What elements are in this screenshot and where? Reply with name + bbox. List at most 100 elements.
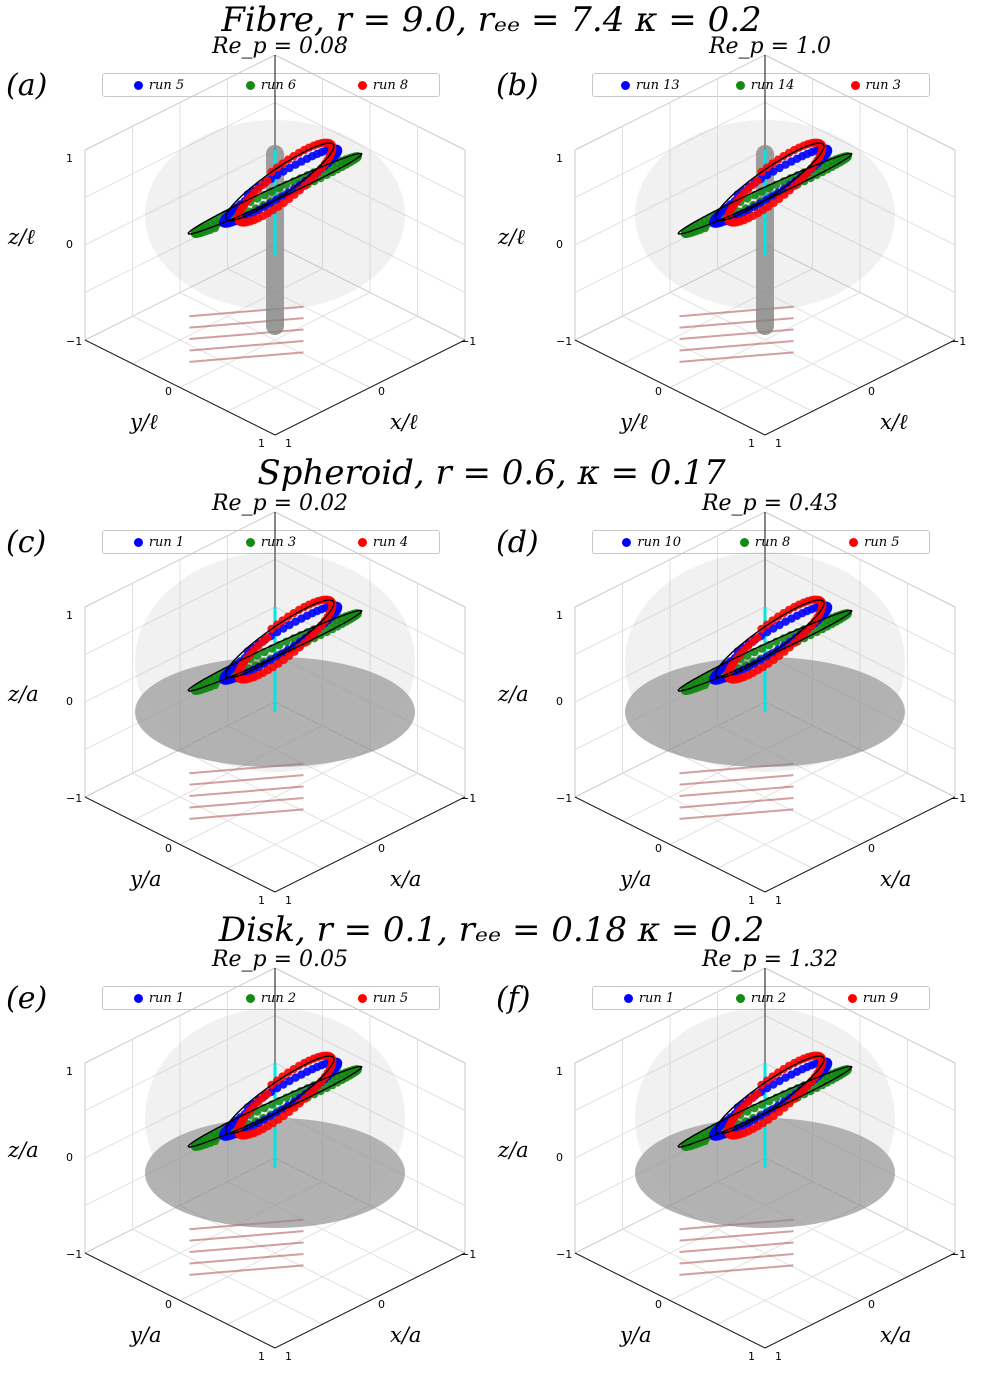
grid-line <box>574 559 766 655</box>
grid-line <box>669 749 861 845</box>
legend-item: run 1 <box>623 991 674 1006</box>
grid-line <box>764 102 956 198</box>
grid-line <box>84 1015 276 1111</box>
legend-marker <box>245 537 255 547</box>
x-axis-label: x/a <box>880 867 912 891</box>
legend-item: run 9 <box>847 991 898 1006</box>
flow-arrow <box>679 305 794 318</box>
legend-item: run 8 <box>739 535 790 550</box>
legend-item: run 1 <box>133 991 184 1006</box>
flow-arrow <box>189 328 304 341</box>
series-1-point <box>769 167 778 176</box>
series-3-point <box>263 176 272 185</box>
legend: run 13 run 14 run 3 <box>592 73 930 97</box>
fixed-orbit <box>677 152 853 235</box>
x-tick-zero: 0 <box>868 842 875 855</box>
legend-label: run 3 <box>260 534 297 550</box>
z-tick-pos: 1 <box>66 1065 73 1078</box>
grid-line <box>717 772 908 869</box>
x-tick-pos: 1 <box>775 437 782 450</box>
z-tick-neg: −1 <box>556 792 573 805</box>
panel-b: (b) Re_p = 1.0 run 13 run 14 run 3 z/ℓ y/ℓ x/ℓ 1… <box>490 34 970 480</box>
panel-label: (d) <box>496 525 539 560</box>
z-tick-zero: 0 <box>556 238 563 251</box>
plot-area <box>84 54 466 436</box>
grid-line <box>574 1015 766 1111</box>
series-1-point <box>279 1080 288 1089</box>
flow-arrow <box>189 305 304 318</box>
grid-line <box>84 559 276 655</box>
axis-line <box>274 796 466 893</box>
trajectories <box>677 138 853 239</box>
legend-marker <box>739 537 749 547</box>
legend-label: run 5 <box>864 534 900 550</box>
z-tick-neg: −1 <box>66 335 83 348</box>
grid-line <box>132 772 323 869</box>
y-tick-zero: 0 <box>165 842 172 855</box>
plot-area <box>574 511 956 893</box>
panel-d: (d) Re_p = 0.43 run 10 run 8 run 5 z/a y/a x/a 1… <box>490 491 970 937</box>
grid-line <box>274 606 466 703</box>
z-tick-zero: 0 <box>66 695 73 708</box>
grid-line <box>574 102 766 198</box>
flow-arrow <box>679 808 794 820</box>
grid-line <box>274 1062 466 1159</box>
x-axis-label: x/ℓ <box>880 410 908 434</box>
x-tick-zero: 0 <box>378 1298 385 1311</box>
grid-line <box>669 1205 861 1301</box>
axis-line <box>574 339 766 436</box>
grid-line <box>764 606 956 703</box>
z-tick-zero: 0 <box>556 695 563 708</box>
legend-item: run 3 <box>245 534 297 550</box>
y-tick-pos: 1 <box>258 894 265 907</box>
grid-line <box>717 315 908 412</box>
legend-marker <box>357 537 367 547</box>
grid-line <box>84 606 276 703</box>
legend-item: run 14 <box>735 77 795 93</box>
axis-line <box>764 796 956 893</box>
y-tick-zero: 0 <box>165 385 172 398</box>
z-tick-neg: −1 <box>556 1248 573 1261</box>
axis-line <box>764 339 956 436</box>
flow-arrow <box>679 1252 794 1265</box>
x-tick-zero: 0 <box>868 1298 875 1311</box>
legend-marker <box>357 80 367 90</box>
flow-arrow <box>189 1252 304 1265</box>
axis-line <box>574 1252 766 1349</box>
panel-label: (e) <box>6 981 48 1016</box>
grid-line <box>764 1015 956 1111</box>
flow-arrow <box>679 1264 794 1276</box>
y-axis-label: y/a <box>620 867 652 891</box>
legend-item: run 8 <box>357 78 408 93</box>
panel-f: (f) Re_p = 1.32 run 1 run 2 run 9 z/a y/a x/a 1 0… <box>490 947 970 1393</box>
grid-line <box>132 1228 323 1325</box>
grid-line <box>179 749 371 845</box>
fixed-orbit <box>224 1055 335 1135</box>
flow-arrow <box>679 317 794 329</box>
panel-label: (f) <box>496 981 531 1016</box>
flow-arrows <box>679 305 794 363</box>
x-tick-zero: 0 <box>378 842 385 855</box>
legend-marker <box>850 80 860 90</box>
grid-line <box>227 1228 418 1325</box>
flow-arrow <box>189 1241 304 1254</box>
fixed-orbit <box>224 142 335 222</box>
panel-title: Re_p = 0.02 <box>211 491 349 516</box>
axis-line <box>84 339 276 436</box>
flow-arrow <box>679 1230 794 1242</box>
grid-line <box>179 1205 371 1301</box>
legend-label: run 14 <box>750 77 795 93</box>
axis-line <box>764 1252 956 1349</box>
y-tick-zero: 0 <box>165 1298 172 1311</box>
fixed-orbit <box>187 609 363 692</box>
x-tick-neg: −1 <box>460 1248 477 1261</box>
legend-marker <box>245 993 255 1003</box>
axis-line <box>84 796 276 893</box>
legend: run 1 run 3 run 4 <box>102 530 440 554</box>
panel-c: (c) Re_p = 0.02 run 1 run 3 run 4 z/a y/a x/a 1 0… <box>0 491 480 937</box>
grid-line <box>574 606 766 703</box>
z-axis-label: z/ℓ <box>498 225 525 249</box>
legend-label: run 3 <box>865 77 901 93</box>
legend-item: run 5 <box>849 534 900 550</box>
series-2-point <box>700 680 709 690</box>
